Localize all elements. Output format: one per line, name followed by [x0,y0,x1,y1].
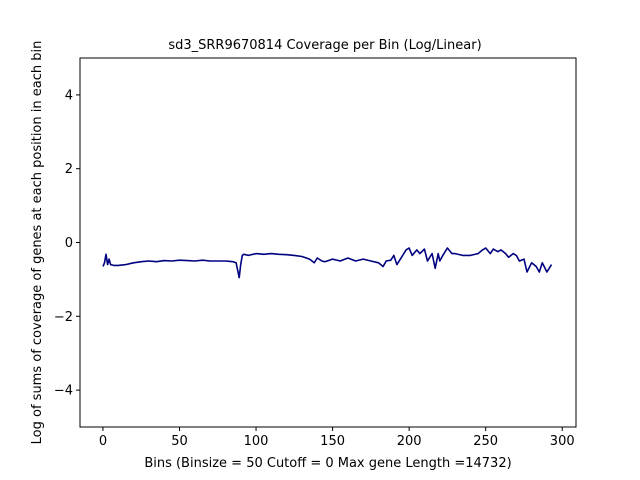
y-tick-label: 0 [65,236,73,251]
coverage-series-line [102,247,553,279]
chart-title: sd3_SRR9670814 Coverage per Bin (Log/Lin… [168,38,481,53]
x-tick-label: 0 [99,434,107,449]
series-layer [102,247,553,279]
y-tick-label: 2 [65,162,73,177]
y-axis-label: Log of sums of coverage of genes at each… [30,41,45,445]
x-axis-ticks: 0 50 100 150 200 250 300 [99,427,575,449]
plot-frame [79,57,577,428]
y-tick-label: −2 [54,310,73,325]
x-tick-label: 100 [244,434,269,449]
y-axis-ticks: −4 −2 0 2 4 [54,88,80,399]
x-axis-label: Bins (Binsize = 50 Cutoff = 0 Max gene L… [144,456,511,471]
x-tick-label: 250 [473,434,498,449]
x-tick-label: 50 [171,434,188,449]
plot-area [79,57,577,428]
x-tick-label: 200 [397,434,422,449]
y-tick-label: −4 [54,384,73,399]
x-tick-label: 300 [550,434,575,449]
y-tick-label: 4 [65,88,73,103]
x-tick-label: 150 [320,434,345,449]
